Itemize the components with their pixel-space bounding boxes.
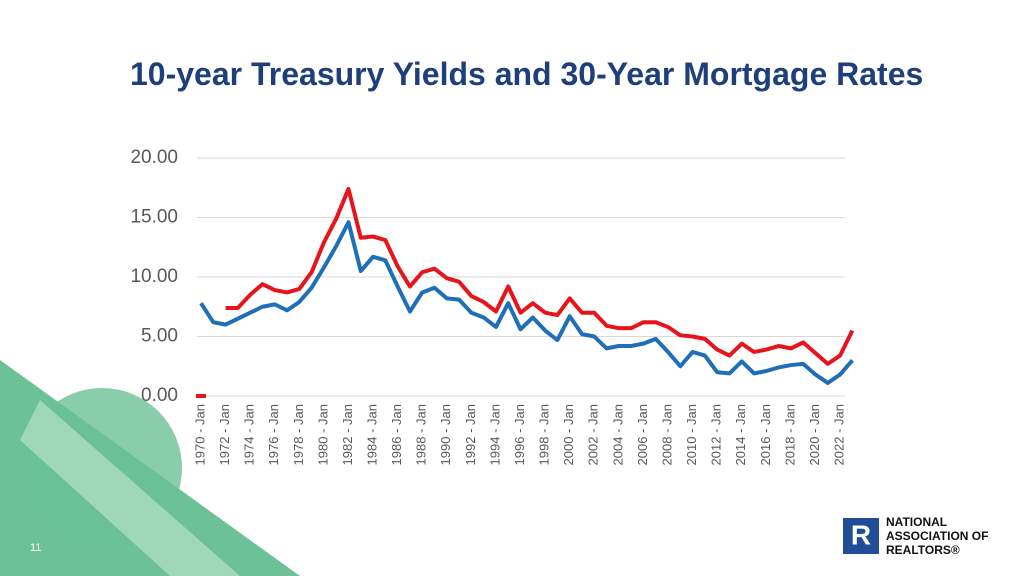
logo-text: ASSOCIATION OF	[886, 529, 988, 543]
x-tick-label: 2008 - Jan	[659, 404, 674, 465]
y-tick-label: 15.00	[130, 207, 178, 228]
y-tick-label: 10.00	[130, 266, 178, 287]
series-line	[199, 220, 854, 385]
x-tick-label: 1994 - Jan	[487, 404, 502, 465]
chart-title: 10-year Treasury Yields and 30-Year Mort…	[130, 56, 924, 92]
y-tick-label: 5.00	[141, 326, 178, 347]
x-tick-label: 2020 - Jan	[807, 404, 822, 465]
x-tick-label: 2016 - Jan	[758, 404, 773, 465]
x-tick-label: 2010 - Jan	[684, 404, 699, 465]
x-tick-label: 2006 - Jan	[635, 404, 650, 465]
logo-mark	[843, 518, 879, 554]
y-tick-label: 0.00	[141, 385, 178, 406]
x-tick-label: 2022 - Jan	[832, 404, 847, 465]
logo-text: NATIONAL	[886, 515, 947, 529]
x-tick-label: 1982 - Jan	[340, 404, 355, 465]
x-tick-label: 2000 - Jan	[561, 404, 576, 465]
x-tick-label: 1976 - Jan	[266, 404, 281, 465]
x-tick-label: 1984 - Jan	[364, 404, 379, 465]
page-number: 11	[30, 542, 41, 554]
x-tick-label: 1974 - Jan	[242, 404, 257, 465]
logo-text: REALTORS®	[886, 543, 960, 557]
logo-letter: R	[851, 519, 871, 550]
x-tick-label: 2002 - Jan	[586, 404, 601, 465]
x-tick-label: 1972 - Jan	[217, 404, 232, 465]
x-tick-label: 1978 - Jan	[291, 404, 306, 465]
x-tick-label: 2012 - Jan	[709, 404, 724, 465]
x-tick-label: 2014 - Jan	[733, 404, 748, 465]
x-tick-label: 1992 - Jan	[463, 404, 478, 465]
x-tick-label: 2004 - Jan	[610, 404, 625, 465]
x-tick-label: 1998 - Jan	[537, 404, 552, 465]
x-tick-label: 1986 - Jan	[389, 404, 404, 465]
x-tick-label: 1996 - Jan	[512, 404, 527, 465]
x-tick-label: 1988 - Jan	[414, 404, 429, 465]
x-tick-label: 1990 - Jan	[438, 404, 453, 465]
x-tick-label: 1980 - Jan	[315, 404, 330, 465]
series-line	[196, 186, 855, 398]
decor-band	[20, 400, 240, 576]
x-tick-label: 2018 - Jan	[782, 404, 797, 465]
y-tick-label: 20.00	[130, 147, 178, 168]
x-tick-label: 1970 - Jan	[192, 404, 207, 465]
